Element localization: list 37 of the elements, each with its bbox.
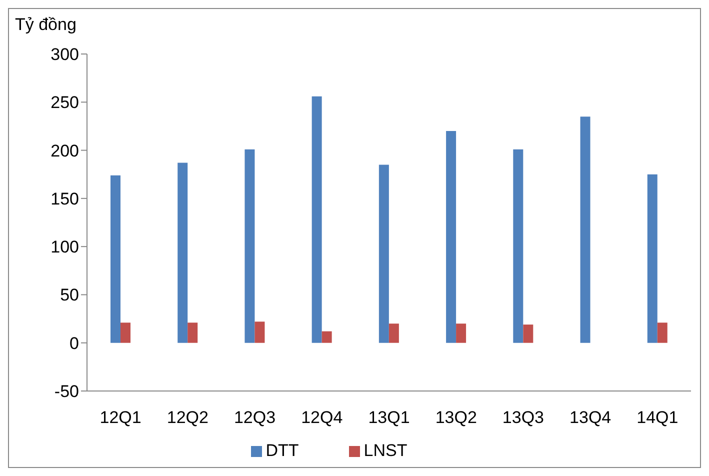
bar — [244, 149, 255, 343]
y-tick-label: 200 — [50, 141, 79, 160]
bar — [120, 322, 130, 343]
y-tick-label: 250 — [50, 93, 79, 112]
bar — [178, 162, 188, 343]
bar — [322, 331, 332, 343]
y-axis-title: Tỷ đồng — [15, 15, 76, 35]
bar — [312, 96, 322, 343]
y-tick-label: 300 — [50, 45, 79, 64]
bar — [456, 324, 466, 343]
x-tick-label: 12Q1 — [100, 408, 142, 428]
x-tick-label: 12Q2 — [166, 408, 208, 428]
y-tick-label: -50 — [54, 382, 79, 402]
bar — [188, 322, 198, 343]
y-tick-label: 150 — [50, 189, 79, 208]
bar — [513, 149, 524, 343]
bar — [647, 174, 658, 343]
legend-label: DTT — [266, 441, 299, 460]
bar — [110, 175, 120, 343]
x-tick-label: 12Q4 — [301, 408, 343, 428]
bar — [254, 322, 265, 343]
x-tick-label: 13Q4 — [570, 408, 612, 428]
x-tick-label: 14Q1 — [636, 408, 678, 428]
bar — [446, 131, 456, 343]
bar — [388, 324, 399, 343]
x-tick-label: 13Q1 — [368, 408, 410, 428]
legend-label: LNST — [364, 441, 408, 460]
bar — [580, 116, 590, 343]
x-tick-label: 12Q3 — [234, 408, 276, 428]
bar — [378, 164, 389, 343]
bar — [657, 322, 668, 343]
x-tick-label: 13Q3 — [502, 408, 544, 428]
bar — [523, 324, 534, 343]
x-tick-label: 13Q2 — [435, 408, 477, 428]
y-tick-label: 0 — [70, 334, 79, 353]
y-tick-label: 50 — [60, 286, 79, 305]
y-tick-label: 100 — [50, 238, 79, 257]
